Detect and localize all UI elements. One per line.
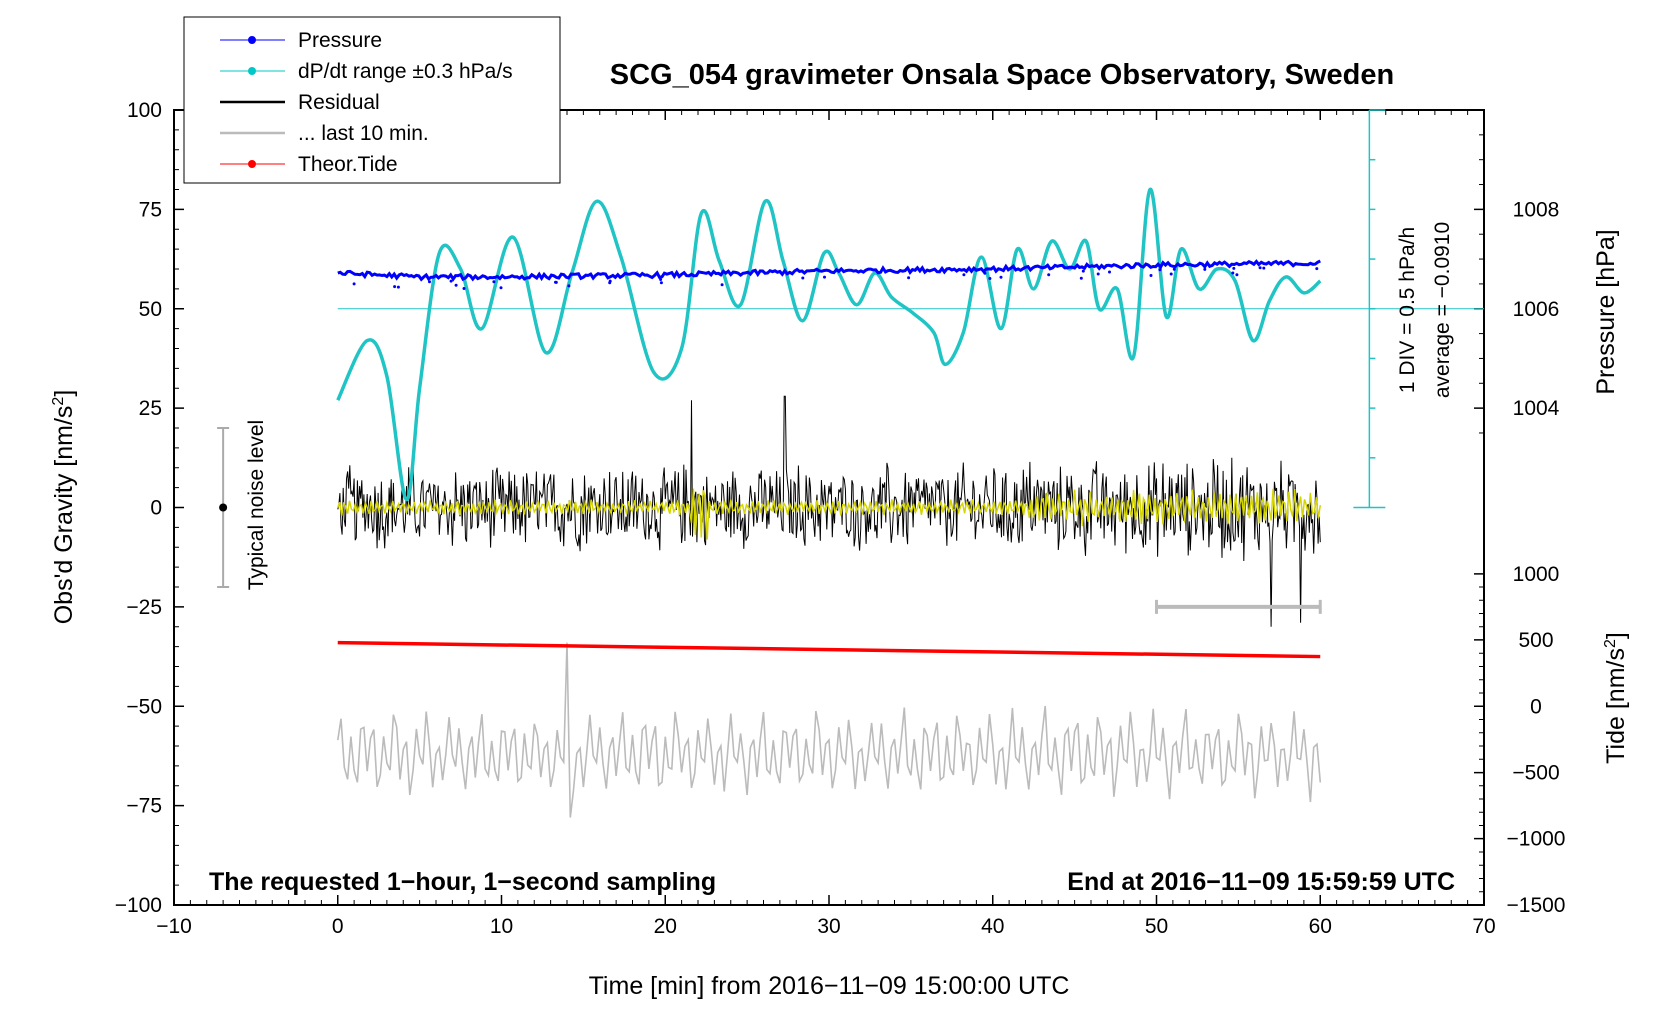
pressure-outlier-dot — [999, 275, 1003, 279]
chart-title: SCG_054 gravimeter Onsala Space Observat… — [610, 59, 1394, 91]
legend: Pressure dP/dt range ±0.3 hPa/s Residual..… — [183, 16, 561, 184]
pressure-outlier-dot — [720, 283, 724, 287]
y-axis-label-left-sup: 2 — [50, 397, 67, 406]
y-axis-label-left: Obs'd Gravity [nm/s2] — [50, 390, 78, 625]
tide-series-line — [337, 640, 1321, 659]
x-tick-label: 10 — [490, 915, 513, 938]
annotation-layer — [217, 109, 1484, 614]
legend-swatch-marker — [248, 67, 256, 75]
footer-right-note: End at 2016−11−09 15:59:59 UTC — [1067, 868, 1455, 896]
pressure-outlier-dot — [1096, 272, 1100, 276]
legend-swatch-marker — [248, 36, 256, 44]
pressure-outlier-dot — [988, 277, 992, 280]
pressure-outlier-dot — [1079, 276, 1083, 280]
tide-tick-label: 500 — [1518, 629, 1553, 652]
tide-tick-label: −1500 — [1507, 894, 1566, 917]
pressure-outlier-dot — [567, 284, 571, 288]
y-tick-label: −75 — [126, 795, 162, 818]
footer-left-note: The requested 1−hour, 1−second sampling — [209, 868, 716, 896]
tide-tick-label: −500 — [1512, 762, 1559, 785]
pressure-outlier-dot — [801, 276, 805, 280]
legend-label: Theor.Tide — [298, 153, 398, 176]
x-tick-label: 50 — [1145, 915, 1168, 938]
pressure-outlier-dot — [1262, 266, 1266, 270]
pressure-outlier-dot — [608, 281, 612, 285]
y-tick-label: 100 — [127, 99, 162, 122]
pressure-outlier-dot — [1108, 270, 1111, 274]
y-tick-label: 50 — [139, 298, 162, 321]
dpdt-series-line — [336, 187, 1322, 502]
pressure-outlier-dot — [554, 280, 558, 284]
pressure-outlier-dot — [462, 287, 466, 290]
tide-tick-label: 1000 — [1513, 563, 1560, 586]
legend-label: Residual — [298, 91, 380, 114]
y-tick-label: −100 — [115, 894, 162, 917]
pressure-outlier-dot — [454, 283, 458, 287]
y-tick-label: 0 — [150, 497, 162, 520]
tide-tick-label: −1000 — [1507, 828, 1566, 851]
x-axis-label: Time [min] from 2016−11−09 15:00:00 UTC — [589, 972, 1070, 1000]
pressure-axis-label: Pressure [hPa] — [1592, 229, 1620, 394]
pressure-tick-label: 1004 — [1513, 397, 1560, 420]
pressure-outlier-dot — [1149, 274, 1153, 277]
pressure-outlier-dot — [907, 276, 911, 280]
legend-label: dP/dt range ±0.3 hPa/s — [298, 60, 513, 83]
pressure-outlier-dot — [428, 280, 431, 284]
noise-center-dot — [219, 503, 228, 512]
pressure-outlier-dot — [1158, 268, 1162, 272]
pressure-outlier-dot — [823, 275, 826, 279]
pressure-outlier-dot — [983, 271, 987, 275]
tide-axis-label-sup: 2 — [1602, 639, 1619, 648]
pressure-outlier-dot — [659, 278, 663, 281]
x-tick-label: 20 — [654, 915, 677, 938]
x-tick-label: 30 — [817, 915, 840, 938]
legend-box — [183, 16, 561, 184]
last10-series-line — [337, 642, 1322, 818]
y-tick-label: 75 — [139, 198, 162, 221]
pressure-outlier-dot — [449, 279, 453, 283]
legend-label: Pressure — [298, 29, 382, 52]
pressure-outlier-dot — [1231, 271, 1235, 275]
pressure-outlier-dot — [1169, 272, 1173, 276]
legend-entries: Pressure dP/dt range ±0.3 hPa/s Residual..… — [220, 29, 513, 176]
series-layer — [336, 187, 1322, 818]
x-tick-label: 40 — [981, 915, 1004, 938]
pressure-series-line — [337, 259, 1321, 282]
div-label: 1 DIV = 0.5 hPa/h — [1396, 227, 1419, 393]
pressure-tick-label: 1008 — [1513, 198, 1560, 221]
legend-swatch-marker — [248, 160, 256, 168]
x-tick-label: 70 — [1472, 915, 1495, 938]
x-tick-label: 60 — [1309, 915, 1332, 938]
pressure-outlier-dot — [492, 280, 496, 284]
pressure-outlier-dot — [1315, 267, 1319, 271]
pressure-outlier-dot — [1172, 267, 1176, 271]
pressure-outlier-dot — [1235, 273, 1239, 277]
smoothed-residual-line — [337, 488, 1322, 540]
x-tick-label: 0 — [332, 915, 344, 938]
pressure-outlier-dot — [1232, 266, 1236, 270]
pressure-outlier-dot — [1258, 266, 1262, 270]
pressure-outlier-dot — [659, 281, 663, 285]
pressure-outlier-dot — [962, 273, 966, 277]
pressure-outlier-dot — [1081, 269, 1085, 273]
pressure-outlier-dot — [499, 286, 503, 290]
pressure-outlier-dot — [352, 282, 356, 286]
axis-ticks: −10 0 10 20 30 40 50 60 701007550250−25−50−75−10… — [115, 99, 1566, 938]
y-tick-label: 25 — [139, 397, 162, 420]
pressure-tick-label: 1006 — [1513, 298, 1560, 321]
y-tick-label: −25 — [126, 596, 162, 619]
average-label: average = −0.0910 — [1431, 222, 1454, 398]
legend-label: ... last 10 min. — [298, 122, 429, 145]
pressure-outlier-dot — [1047, 273, 1051, 277]
x-tick-label: −10 — [156, 915, 192, 938]
noise-level-label: Typical noise level — [245, 420, 268, 590]
pressure-outlier-dot — [393, 285, 397, 289]
tide-tick-label: 0 — [1530, 695, 1542, 718]
pressure-outlier-dot — [1203, 267, 1207, 271]
y-tick-label: −50 — [126, 695, 162, 718]
tide-axis-label: Tide [nm/s2] — [1602, 632, 1630, 764]
pressure-outlier-dot — [396, 285, 400, 289]
residual-series-line — [337, 395, 1321, 627]
